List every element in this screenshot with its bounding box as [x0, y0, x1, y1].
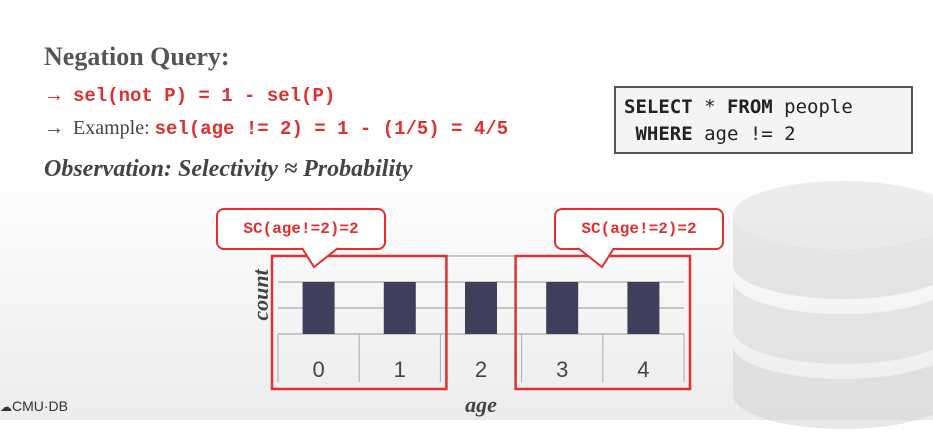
callout-right-tail [577, 247, 615, 269]
sql-line-1: SELECT * FROM people [624, 94, 903, 121]
callout-left-text: SC(age!=2)=2 [243, 220, 359, 238]
bullet-example: → Example: sel(age != 2) = 1 - (1/5) = 4… [44, 117, 508, 140]
sql-keyword-select: SELECT [624, 96, 693, 118]
arrow-icon: → [44, 84, 64, 106]
x-tick-label-2: 2 [475, 357, 487, 382]
sql-keyword-from: FROM [726, 96, 773, 118]
x-tick-label-3: 3 [556, 357, 568, 382]
callout-left: SC(age!=2)=2 [216, 208, 386, 250]
sql-line-2: WHERE age != 2 [624, 121, 903, 148]
y-axis-label: count [248, 268, 273, 320]
x-tick-label-0: 0 [312, 357, 324, 382]
x-tick-label-4: 4 [637, 357, 649, 382]
callout-right-text: SC(age!=2)=2 [581, 220, 697, 238]
sql-query-box: SELECT * FROM people WHERE age != 2 [614, 86, 913, 154]
x-axis-label: age [465, 392, 497, 417]
x-tick-label-1: 1 [394, 357, 406, 382]
callout-right: SC(age!=2)=2 [554, 208, 724, 250]
bullet-negation-rule: → sel(not P) = 1 - sel(P) [44, 84, 335, 107]
sql-star: * [692, 96, 727, 118]
arrow-icon: → [44, 117, 64, 139]
histogram-chart: 0 1 2 3 4 age count [248, 254, 692, 417]
observation-text: Observation: Selectivity ≈ Probability [44, 156, 413, 182]
bar-age-3 [546, 282, 579, 334]
highlight-box-0 [270, 254, 448, 391]
cmu-db-logo: ☁CMU·DB [0, 398, 68, 414]
sql-table: people [772, 96, 853, 118]
sql-keyword-where: WHERE [635, 123, 693, 145]
sql-predicate: age != 2 [692, 123, 796, 145]
callout-left-tail [301, 247, 339, 269]
negation-formula: sel(not P) = 1 - sel(P) [73, 85, 336, 107]
cmu-logo-text: CMU·DB [12, 398, 68, 414]
bar-age-4 [627, 282, 660, 334]
bar-age-0 [302, 282, 335, 334]
database-logo-icon [733, 181, 933, 429]
cmu-logo-icon: ☁ [0, 400, 12, 414]
example-prefix: Example: [73, 117, 155, 139]
bar-age-2 [465, 282, 497, 334]
bar-age-1 [383, 282, 416, 334]
slide-title: Negation Query: [44, 42, 230, 71]
example-formula: sel(age != 2) = 1 - (1/5) = 4/5 [154, 118, 509, 140]
